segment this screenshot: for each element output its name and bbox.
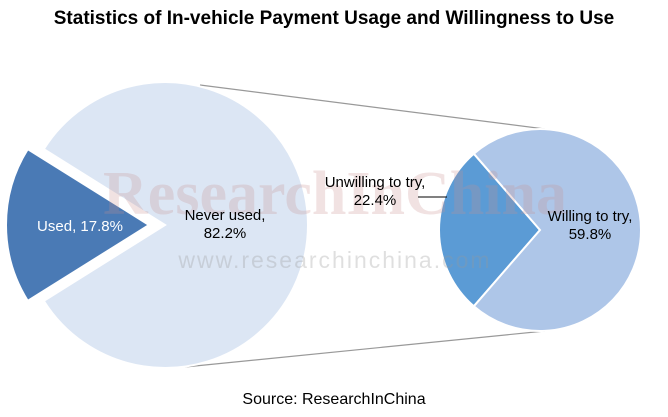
data-label: Used, 17.8% (37, 218, 123, 235)
pie-slice (472, 128, 642, 332)
watermark-url: www.researchinchina.com (177, 247, 491, 273)
chart-title: Statistics of In-vehicle Payment Usage a… (53, 8, 615, 29)
connector-line (199, 84, 546, 130)
pie-slice (5, 147, 151, 303)
pie-slice (438, 152, 542, 308)
source: Source: ResearchInChina (242, 391, 425, 408)
data-label: Never used, 82.2% (185, 207, 266, 242)
watermark: ResearchInChina (103, 160, 567, 228)
pie-slice (42, 81, 309, 369)
data-label: Unwilling to try, 22.4% (325, 174, 426, 209)
data-label: Willing to try, 59.8% (548, 208, 633, 243)
connector-line (184, 330, 546, 368)
